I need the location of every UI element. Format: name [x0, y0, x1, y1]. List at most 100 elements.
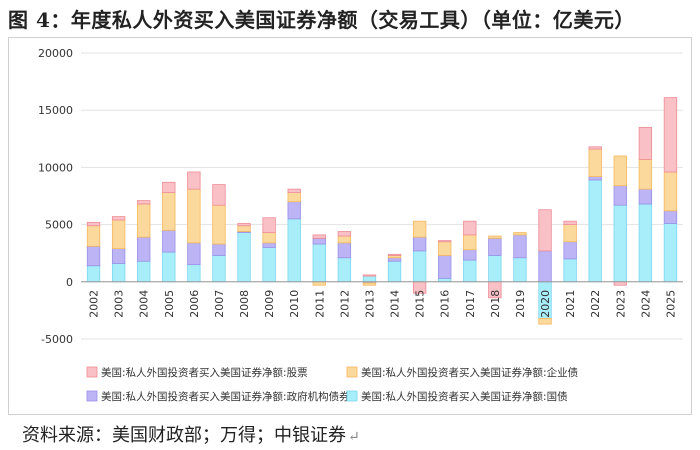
bar-segment	[638, 158, 653, 190]
legend-label: 美国:私人外国投资者买入美国证券净额:政府机构债券	[101, 390, 350, 403]
x-tick-label: 2021	[564, 290, 577, 318]
bar-segment	[86, 265, 101, 283]
bar-segment	[237, 223, 251, 227]
x-tick-label: 2019	[514, 290, 527, 318]
bar-segment	[362, 274, 377, 277]
x-tick-label: 2004	[138, 290, 151, 318]
legend-label: 美国:私人外国投资者买入美国证券净额:国债	[361, 390, 568, 403]
x-tick-label: 2002	[88, 290, 101, 318]
bar-segment	[412, 220, 427, 238]
bar-segment	[237, 232, 251, 283]
legend-swatch	[346, 366, 358, 378]
x-tick-label: 2013	[363, 290, 376, 318]
bar-segment	[438, 277, 452, 283]
bar-segment	[588, 176, 602, 181]
bar-segment	[187, 188, 201, 244]
bar-segment	[638, 188, 653, 205]
bar-segment	[162, 192, 176, 231]
x-tick-label: 2012	[338, 290, 351, 318]
bar-segment	[137, 236, 151, 262]
x-tick-label: 2023	[614, 290, 627, 318]
x-tick-label: 2017	[464, 290, 477, 318]
x-tick-label: 2020	[539, 290, 552, 318]
y-tick-label: 10000	[38, 161, 73, 174]
bar-segment	[513, 234, 527, 259]
bar-segment	[563, 224, 577, 243]
bar-segment	[563, 220, 577, 225]
legend-swatch	[86, 390, 98, 402]
x-tick-label: 2022	[589, 290, 602, 318]
bar-segment	[588, 146, 602, 150]
bar-segment	[86, 245, 101, 267]
bar-segment	[613, 204, 627, 283]
bar-segment	[262, 232, 276, 244]
bar-segment	[663, 97, 678, 173]
y-tick-label: 20000	[38, 47, 73, 60]
bar-segment	[111, 263, 126, 283]
x-tick-label: 2003	[113, 290, 126, 318]
x-tick-label: 2006	[188, 290, 201, 318]
y-tick-label: 0	[66, 276, 73, 289]
bar-segment	[262, 217, 276, 234]
legend-label: 美国:私人外国投资者买入美国证券净额:企业债	[361, 366, 578, 379]
bar-segment	[538, 250, 552, 283]
return-mark-icon: ↵	[348, 429, 360, 445]
bar-segment	[463, 234, 477, 251]
bar-segment	[613, 281, 627, 286]
bar-segment	[312, 237, 326, 245]
bar-segment	[337, 242, 352, 259]
bar-segment	[387, 257, 402, 262]
bar-segment	[312, 243, 326, 283]
bar-segment	[362, 282, 377, 286]
bar-segment	[488, 235, 502, 239]
chart-title: 图 4：年度私人外资买入美国证券净额（交易工具）（单位：亿美元）	[8, 8, 635, 32]
x-tick-label: 2009	[263, 290, 276, 318]
bar-segment	[111, 248, 126, 264]
bar-segment	[137, 260, 151, 283]
bar-segment	[287, 201, 301, 220]
bar-segment	[663, 171, 678, 212]
bar-segment	[463, 259, 477, 283]
legend-label: 美国:私人外国投资者买入美国证券净额:股票	[101, 366, 308, 379]
bar-segment	[212, 184, 226, 206]
bar-segment	[663, 210, 678, 224]
bar-segment	[588, 179, 602, 283]
bar-segment	[563, 241, 577, 260]
bar-segment	[663, 223, 678, 283]
bar-segment	[488, 237, 502, 256]
chart-area: -5000 0 5000 10000 15000 20000 2002 2003 2004 200…	[8, 37, 692, 415]
bar-segment	[387, 253, 402, 256]
bar-segment	[488, 255, 502, 283]
bar-segment	[187, 242, 201, 266]
legend-swatch	[346, 390, 358, 402]
bar-segment	[162, 181, 176, 193]
x-tick-label: 2024	[639, 290, 652, 318]
bar-segment	[86, 225, 101, 247]
bar-segment	[538, 209, 552, 252]
bar-segment	[463, 249, 477, 261]
bar-segment	[438, 240, 452, 243]
bar-segment	[262, 247, 276, 283]
bar-segment	[237, 225, 251, 232]
bar-segment	[438, 241, 452, 256]
source-text: 资料来源：美国财政部；万得；中银证券	[22, 425, 346, 446]
bar-segment	[187, 264, 201, 283]
x-tick-label: 2016	[439, 290, 452, 318]
y-tick-label: 5000	[45, 219, 73, 232]
x-tick-label: 2007	[213, 290, 226, 318]
bar-segment	[588, 148, 602, 177]
bar-segment	[613, 155, 627, 187]
bar-segment	[287, 188, 301, 193]
bar-segment	[137, 203, 151, 238]
bar-segment	[262, 242, 276, 248]
bar-segment	[337, 231, 352, 237]
x-tick-label: 2010	[288, 290, 301, 318]
y-tick-label: 15000	[38, 104, 73, 117]
bar-segment	[111, 219, 126, 250]
bar-segment	[513, 232, 527, 236]
bar-segment	[162, 229, 176, 253]
x-tick-label: 2014	[389, 290, 402, 318]
bar-segment	[638, 203, 653, 283]
x-tick-label: 2025	[664, 290, 677, 318]
bar-segment	[111, 216, 126, 221]
